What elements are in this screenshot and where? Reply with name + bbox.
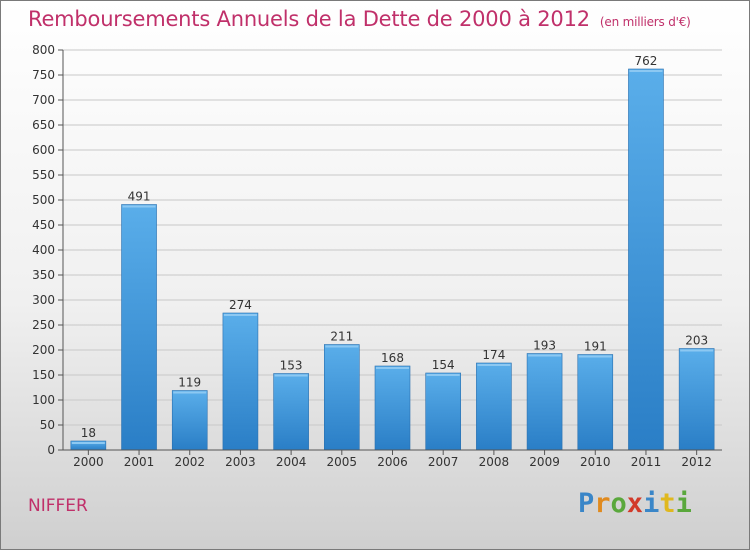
data-label-2000: 18 xyxy=(81,426,96,440)
y-tick-label: 150 xyxy=(32,368,55,382)
x-tick-label-2008: 2008 xyxy=(479,455,510,469)
logo-letter: o xyxy=(610,488,627,519)
y-tick-label: 400 xyxy=(32,243,55,257)
logo-letter: i xyxy=(675,488,692,519)
data-label-2007: 154 xyxy=(432,358,455,372)
commune-name: NIFFER xyxy=(28,496,88,516)
bar-highlight xyxy=(680,349,714,352)
bar-2004 xyxy=(273,373,309,451)
y-tick-label: 750 xyxy=(32,68,55,82)
bar-2007 xyxy=(425,372,461,451)
x-tick-label-2005: 2005 xyxy=(327,455,358,469)
data-label-2002: 119 xyxy=(178,376,201,390)
y-tick-label: 100 xyxy=(32,393,55,407)
y-tick-label: 800 xyxy=(32,43,55,57)
y-tick-label: 0 xyxy=(47,443,55,457)
bar-2008 xyxy=(476,362,512,451)
bar-highlight xyxy=(376,367,409,369)
bar-highlight xyxy=(274,374,308,377)
y-tick-label: 550 xyxy=(32,168,55,182)
y-tick-label: 600 xyxy=(32,143,55,157)
data-label-2010: 191 xyxy=(584,340,607,354)
unit-label: (en milliers d'€) xyxy=(599,15,691,29)
proxiti-logo: Proxiti xyxy=(578,488,692,519)
bar-highlight xyxy=(71,442,105,444)
data-label-2005: 211 xyxy=(330,330,353,344)
data-labels: 18 491 119 274 153 211 168 154 174 193 191 762 203 xyxy=(81,54,708,440)
logo-letter: i xyxy=(643,488,660,519)
y-tick-label: 50 xyxy=(40,418,55,432)
data-label-2012: 203 xyxy=(685,334,708,348)
logo-letter: x xyxy=(626,488,644,519)
bar-highlight xyxy=(325,345,359,348)
data-label-2008: 174 xyxy=(482,348,505,362)
x-tick-label-2004: 2004 xyxy=(276,455,307,469)
bar-2006 xyxy=(374,365,411,451)
x-tick-label-2006: 2006 xyxy=(377,455,408,469)
y-tick-label: 300 xyxy=(32,293,55,307)
bar-2003 xyxy=(222,312,259,451)
bar-2009 xyxy=(526,353,563,451)
x-tick-label-2011: 2011 xyxy=(631,455,662,469)
bars xyxy=(70,68,715,451)
x-tick-label-2001: 2001 xyxy=(124,455,155,469)
logo-letter: t xyxy=(659,488,676,519)
y-tick-label: 700 xyxy=(32,93,55,107)
bar-2001 xyxy=(121,204,157,451)
bar-highlight xyxy=(477,364,511,366)
logo-letter: r xyxy=(594,488,611,519)
y-tick-label: 200 xyxy=(32,343,55,357)
x-tick-label-2000: 2000 xyxy=(73,455,104,469)
data-label-2001: 491 xyxy=(128,190,151,204)
data-label-2011: 762 xyxy=(635,54,658,68)
bar-highlight xyxy=(578,355,612,358)
bar-highlight xyxy=(426,374,460,376)
bar-2005 xyxy=(324,344,360,451)
bar-highlight xyxy=(223,314,257,316)
bar-2002 xyxy=(171,390,208,451)
y-tick-label: 350 xyxy=(32,268,55,282)
data-label-2003: 274 xyxy=(229,298,252,312)
x-tick-label-2012: 2012 xyxy=(681,455,712,469)
title-text: Remboursements Annuels de la Dette de 20… xyxy=(28,7,590,31)
chart-title: Remboursements Annuels de la Dette de 20… xyxy=(28,7,691,31)
data-label-2009: 193 xyxy=(533,339,556,353)
y-tick-label: 650 xyxy=(32,118,55,132)
x-axis-ticks: 2000 2001 2002 2003 2004 2005 2006 2007 2008 2009… xyxy=(73,455,712,469)
x-tick-label-2007: 2007 xyxy=(428,455,459,469)
axes xyxy=(58,49,722,455)
y-tick-label: 450 xyxy=(32,218,55,232)
bar-highlight xyxy=(122,205,156,208)
bar-highlight xyxy=(629,70,663,72)
bar-highlight xyxy=(528,354,562,357)
bar-2010 xyxy=(577,354,614,451)
bar-2012 xyxy=(678,348,715,451)
y-tick-label: 250 xyxy=(32,318,55,332)
y-axis-ticks: 0 50 100 150 200 250 300 350 400 450 500 550 600 650 7… xyxy=(32,43,55,457)
bar-2011 xyxy=(628,68,664,451)
bar-highlight xyxy=(173,391,207,394)
x-tick-label-2009: 2009 xyxy=(529,455,560,469)
data-label-2006: 168 xyxy=(381,351,404,365)
x-tick-label-2010: 2010 xyxy=(580,455,611,469)
logo-letter: P xyxy=(578,488,595,519)
x-tick-label-2002: 2002 xyxy=(174,455,205,469)
y-tick-label: 500 xyxy=(32,193,55,207)
x-tick-label-2003: 2003 xyxy=(225,455,256,469)
data-label-2004: 153 xyxy=(280,359,303,373)
